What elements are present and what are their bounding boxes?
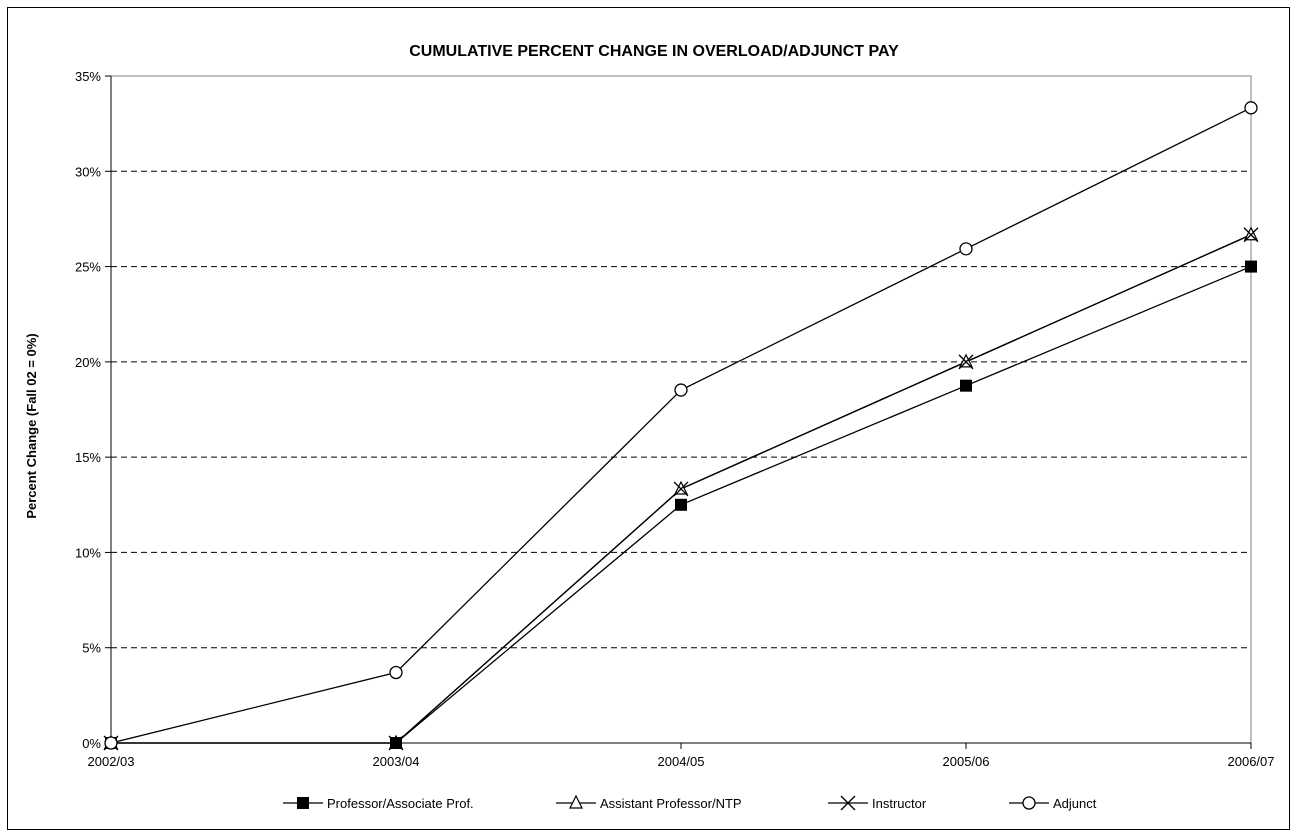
legend-marker bbox=[297, 797, 309, 809]
y-tick-label: 25% bbox=[75, 260, 101, 275]
y-tick-label: 35% bbox=[75, 69, 101, 84]
x-tick-label: 2003/04 bbox=[373, 754, 420, 769]
marker-triangle bbox=[674, 480, 688, 495]
data-point bbox=[673, 481, 689, 497]
x-tick-label: 2002/03 bbox=[88, 754, 135, 769]
y-axis-title: Percent Change (Fall 02 = 0%) bbox=[24, 333, 39, 518]
marker-circle bbox=[389, 665, 403, 680]
x-tick-label: 2006/07 bbox=[1228, 754, 1275, 769]
chart-frame bbox=[7, 7, 1290, 830]
legend-label: Assistant Professor/NTP bbox=[600, 796, 742, 811]
axes: 0% 5% 10% 15% 20% 25% 30% 35% 2002/03 2003/04 2004… bbox=[75, 69, 1275, 769]
marker-circle bbox=[104, 736, 118, 750]
y-tick-label: 5% bbox=[82, 641, 101, 656]
marker-circle bbox=[1244, 101, 1258, 115]
gridlines bbox=[111, 170, 1251, 649]
y-tick-label: 10% bbox=[75, 545, 101, 560]
marker-circle bbox=[959, 242, 973, 256]
data-point bbox=[674, 383, 688, 397]
data-point bbox=[388, 735, 404, 751]
marker-x-stroke bbox=[840, 795, 856, 811]
legend-item: Adjunct bbox=[1009, 796, 1097, 811]
data-point bbox=[958, 354, 974, 370]
marker-triangle bbox=[569, 794, 583, 809]
marker-triangle bbox=[959, 353, 973, 368]
data-point bbox=[675, 498, 687, 511]
legend-marker bbox=[569, 794, 583, 809]
marker-circle bbox=[674, 383, 688, 397]
y-tick-label: 30% bbox=[75, 164, 101, 179]
x-tick-label: 2005/06 bbox=[943, 754, 990, 769]
y-tick-label: 20% bbox=[75, 355, 101, 370]
marker-square bbox=[297, 797, 309, 809]
y-tick-label: 15% bbox=[75, 450, 101, 465]
marker-square bbox=[1245, 260, 1257, 273]
legend-marker bbox=[840, 795, 856, 811]
x-tick-label: 2004/05 bbox=[658, 754, 705, 769]
legend-item: Instructor bbox=[828, 795, 927, 811]
data-point bbox=[104, 736, 118, 750]
legend-item: Assistant Professor/NTP bbox=[556, 794, 742, 811]
data-point bbox=[389, 665, 403, 680]
legend-marker bbox=[1022, 796, 1036, 810]
marker-x-stroke bbox=[1243, 227, 1259, 243]
marker-triangle bbox=[1244, 226, 1258, 241]
data-point bbox=[959, 353, 973, 368]
data-point bbox=[674, 480, 688, 495]
legend: Professor/Associate Prof. Assistant Profe… bbox=[283, 794, 1097, 811]
data-point bbox=[1244, 101, 1258, 115]
data-point bbox=[1245, 260, 1257, 273]
legend-label: Adjunct bbox=[1053, 796, 1097, 811]
marker-x-stroke bbox=[388, 735, 404, 751]
data-point bbox=[1243, 227, 1259, 243]
series-markers bbox=[103, 101, 1259, 751]
marker-square bbox=[960, 379, 972, 392]
marker-x-stroke bbox=[673, 481, 689, 497]
data-point bbox=[960, 379, 972, 392]
chart-title: CUMULATIVE PERCENT CHANGE IN OVERLOAD/AD… bbox=[409, 43, 899, 60]
legend-label: Instructor bbox=[872, 796, 927, 811]
marker-circle bbox=[1022, 796, 1036, 810]
legend-label: Professor/Associate Prof. bbox=[327, 796, 474, 811]
marker-square bbox=[675, 498, 687, 511]
plot-area bbox=[110, 75, 1252, 744]
data-point bbox=[1244, 226, 1258, 241]
legend-item: Professor/Associate Prof. bbox=[283, 796, 474, 811]
data-point bbox=[959, 242, 973, 256]
marker-x-stroke bbox=[958, 354, 974, 370]
y-tick-label: 0% bbox=[82, 736, 101, 751]
